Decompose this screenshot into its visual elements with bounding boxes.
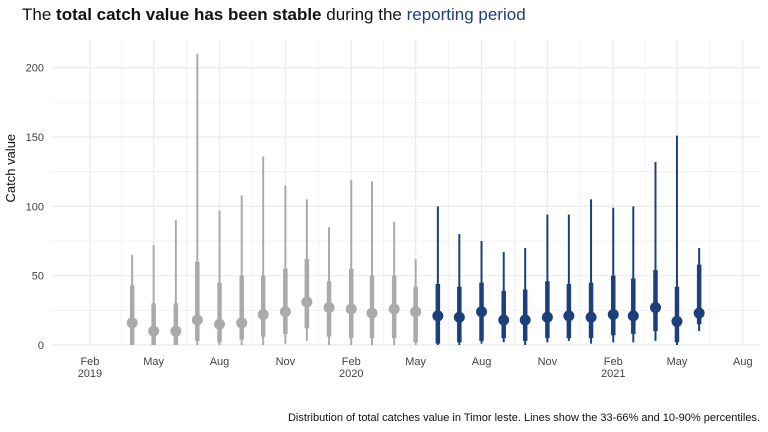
x-tick-label: Nov [538, 356, 558, 368]
y-tick-label: 50 [32, 271, 44, 283]
median-point [519, 314, 531, 326]
median-point [345, 303, 357, 315]
chart-title: The total catch value has been stable du… [22, 5, 526, 25]
median-point [388, 303, 400, 315]
median-point [257, 309, 269, 320]
x-tick-label: Feb [342, 356, 361, 368]
median-point [432, 310, 444, 322]
median-point [323, 302, 335, 314]
y-tick-label: 200 [26, 63, 44, 75]
x-tick-label: Aug [733, 356, 753, 368]
median-point [649, 302, 661, 314]
y-tick-label: 150 [26, 132, 44, 144]
title-highlight: reporting period [406, 5, 526, 24]
x-tick-label: Aug [472, 356, 492, 368]
median-point [498, 314, 510, 326]
x-tick-label: 2021 [601, 368, 625, 380]
y-tick-label: 0 [38, 340, 44, 352]
median-point [126, 317, 138, 329]
median-point [563, 310, 575, 322]
median-point [585, 311, 597, 323]
title-bold: total catch value has been stable [56, 5, 322, 24]
median-point [214, 318, 226, 330]
x-tick-label: Nov [276, 356, 296, 368]
median-point [279, 306, 291, 318]
median-point [301, 296, 313, 308]
y-tick-label: 100 [26, 201, 44, 213]
median-point [453, 311, 465, 323]
x-tick-label: 2019 [78, 368, 102, 380]
median-point [148, 325, 160, 337]
x-tick-label: 2020 [339, 368, 363, 380]
median-point [541, 311, 553, 323]
median-point [170, 325, 182, 337]
x-tick-label: Feb [80, 356, 99, 368]
title-middle: during the [321, 5, 407, 24]
median-point [410, 306, 422, 318]
median-point [366, 307, 378, 319]
median-point [607, 309, 619, 320]
x-tick-label: May [667, 356, 688, 368]
x-tick-label: May [143, 356, 164, 368]
median-point [476, 306, 488, 318]
x-tick-label: Feb [604, 356, 623, 368]
median-point [693, 307, 705, 319]
x-tick-label: Aug [210, 356, 230, 368]
median-point [627, 310, 639, 322]
median-point [236, 317, 248, 329]
chart-caption: Distribution of total catches value in T… [287, 412, 760, 424]
median-point [191, 314, 203, 326]
title-prefix: The [22, 5, 57, 24]
median-point [671, 315, 683, 327]
x-tick-label: May [405, 356, 426, 368]
